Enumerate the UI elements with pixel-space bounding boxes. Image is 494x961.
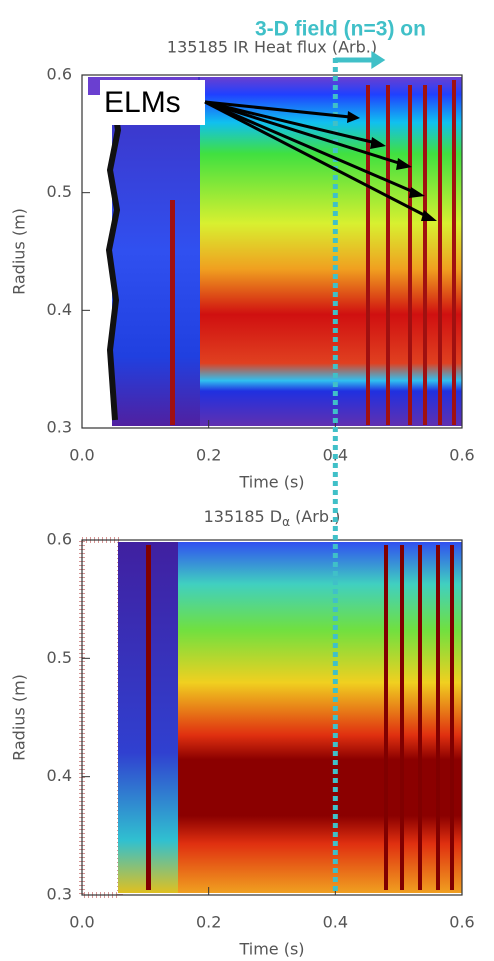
y-tick-label: 0.4	[47, 300, 72, 319]
heatmap-image-top	[82, 75, 462, 428]
x-tick-label: 0.6	[449, 446, 474, 465]
plot-frame	[81, 74, 463, 429]
x-axis-label: Time (s)	[238, 473, 304, 492]
title-part: α	[282, 515, 290, 529]
annotations: ELMs 3-D field (n=3) on	[100, 18, 437, 221]
y-tick-label: 0.3	[47, 418, 72, 437]
y-tick-label: 0.6	[47, 530, 72, 549]
elm-arrowheads	[347, 111, 437, 221]
heatmap-image-bottom	[79, 537, 462, 898]
x-tick-label: 0.4	[323, 913, 348, 932]
elm-arrows	[204, 100, 429, 219]
chart-title: 135185 Dα (Arb.)	[204, 507, 341, 529]
plot-frame	[81, 539, 463, 896]
field-label: 3-D field (n=3) on	[255, 18, 426, 41]
y-tick-label: 0.5	[47, 182, 72, 201]
y-tick-label: 0.4	[47, 766, 72, 785]
chart-title: 135185 IR Heat flux (Arb.)	[167, 38, 377, 57]
elms-label: ELMs	[104, 86, 181, 119]
x-tick-label: 0.0	[69, 913, 94, 932]
y-axis-label: Radius (m)	[10, 674, 29, 761]
y-tick-label: 0.5	[47, 648, 72, 667]
x-tick-label: 0.6	[449, 913, 474, 932]
elms-box	[100, 80, 205, 125]
y-tick-label: 0.6	[47, 65, 72, 84]
y-axis-label: Radius (m)	[10, 208, 29, 295]
x-tick-label: 0.2	[196, 913, 221, 932]
x-axis-label: Time (s)	[238, 940, 304, 959]
y-tick-label: 0.3	[47, 885, 72, 904]
x-tick-label: 0.2	[196, 446, 221, 465]
field-arrowhead	[371, 51, 386, 69]
title-part: (Arb.)	[290, 507, 340, 526]
title-part: 135185 D	[204, 507, 282, 526]
x-tick-label: 0.0	[69, 446, 94, 465]
